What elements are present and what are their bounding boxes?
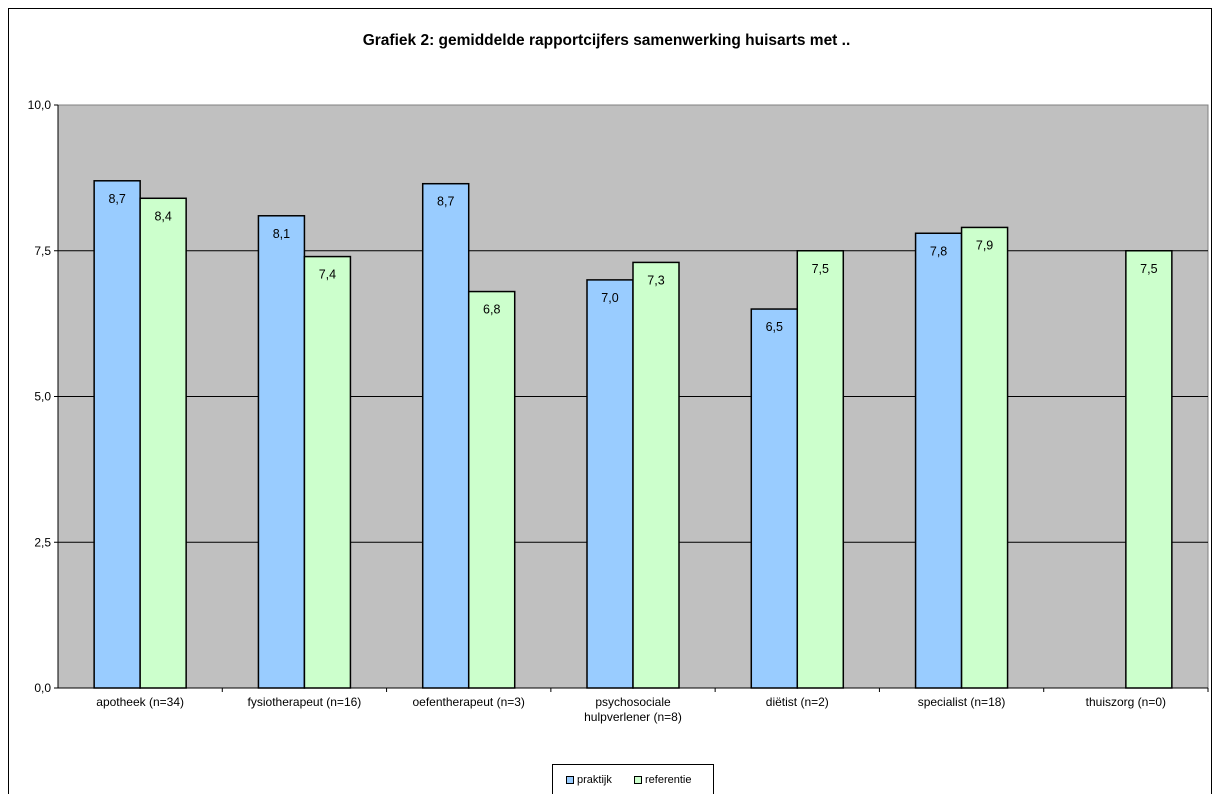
x-tick-label: hulpverlener (n=8) [584, 710, 682, 724]
legend-item-referentie: referentie [634, 774, 691, 786]
data-label-praktijk: 8,7 [437, 195, 454, 209]
x-tick-label: diëtist (n=2) [766, 695, 829, 709]
bar-referentie [139, 197, 187, 689]
data-label-praktijk: 8,7 [108, 192, 125, 206]
data-label-referentie: 7,3 [647, 273, 664, 287]
data-label-referentie: 7,5 [812, 262, 829, 276]
data-label-referentie: 7,9 [976, 238, 993, 252]
legend-label-referentie: referentie [645, 774, 692, 786]
bar-praktijk [586, 279, 634, 689]
x-tick-label: oefentherapeut (n=3) [413, 695, 525, 709]
data-label-praktijk: 7,0 [601, 291, 618, 305]
y-tick-label: 10,0 [28, 98, 52, 112]
y-tick-label: 5,0 [34, 390, 51, 404]
data-label-referentie: 7,5 [1140, 262, 1157, 276]
y-tick-label: 7,5 [34, 244, 51, 258]
legend-item-praktijk: praktijk [566, 774, 612, 786]
bar-referentie [796, 250, 845, 689]
x-tick-label: thuiszorg (n=0) [1086, 695, 1166, 709]
x-tick-label: apotheek (n=34) [96, 695, 184, 709]
data-label-referentie: 6,8 [483, 303, 500, 317]
data-label-referentie: 7,4 [319, 268, 336, 282]
x-tick-label: specialist (n=18) [918, 695, 1006, 709]
bar-praktijk [750, 308, 799, 689]
bar-praktijk [93, 180, 141, 689]
legend-swatch-referentie [634, 776, 642, 784]
bar-referentie [303, 255, 352, 689]
bar-praktijk [257, 215, 306, 689]
bar-referentie [960, 226, 1009, 689]
bar-referentie [467, 290, 516, 689]
bar-praktijk [421, 182, 470, 689]
chart-title: Grafiek 2: gemiddelde rapportcijfers sam… [362, 32, 851, 49]
legend-label-praktijk: praktijk [577, 774, 612, 786]
legend-swatch-praktijk [566, 776, 574, 784]
x-tick-label: fysiotherapeut (n=16) [248, 695, 362, 709]
data-label-referentie: 8,4 [154, 209, 171, 223]
y-tick-label: 2,5 [34, 535, 51, 549]
legend: praktijk referentie [552, 764, 714, 794]
data-label-praktijk: 8,1 [273, 227, 290, 241]
bar-praktijk [914, 232, 963, 689]
y-tick-label: 0,0 [34, 681, 51, 695]
bar-referentie [632, 261, 680, 689]
bar-referentie [1125, 250, 1173, 689]
data-label-praktijk: 6,5 [766, 320, 783, 334]
x-tick-label: psychosociale [595, 695, 671, 709]
data-label-praktijk: 7,8 [930, 244, 947, 258]
